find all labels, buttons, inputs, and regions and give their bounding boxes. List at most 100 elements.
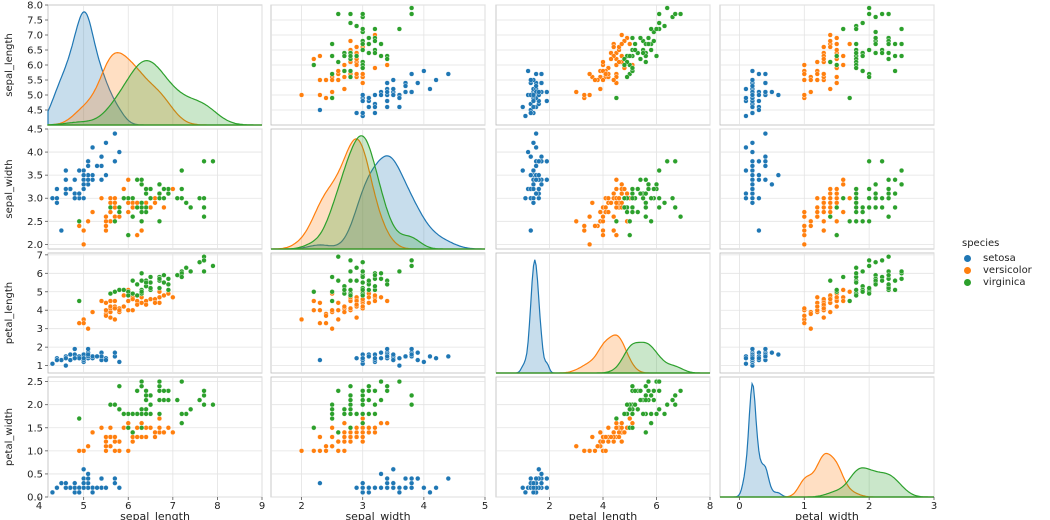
point-versicolor <box>603 71 609 77</box>
point-versicolor <box>834 191 840 197</box>
point-virginica <box>174 195 180 201</box>
point-setosa <box>749 77 756 83</box>
point-setosa <box>445 475 451 482</box>
point-versicolor <box>103 434 109 440</box>
point-setosa <box>528 172 534 178</box>
point-setosa <box>390 86 396 92</box>
point-setosa <box>530 195 537 201</box>
point-setosa <box>384 89 390 95</box>
point-versicolor <box>107 443 114 449</box>
point-setosa <box>396 355 403 361</box>
point-setosa <box>372 104 378 110</box>
point-virginica <box>347 425 354 431</box>
point-versicolor <box>323 77 329 83</box>
point-virginica <box>201 214 207 220</box>
point-setosa <box>749 110 756 116</box>
point-versicolor <box>573 218 579 224</box>
point-virginica <box>125 411 131 417</box>
panel-petal_width-vs-petal_length <box>495 376 711 498</box>
point-versicolor <box>112 305 118 311</box>
point-versicolor <box>103 439 109 445</box>
point-versicolor <box>619 41 625 47</box>
point-setosa <box>49 195 56 201</box>
point-versicolor <box>170 294 176 300</box>
point-virginica <box>629 186 636 192</box>
point-setosa <box>378 92 384 98</box>
point-versicolor <box>847 195 853 201</box>
point-setosa <box>762 353 768 359</box>
point-virginica <box>196 259 203 265</box>
point-virginica <box>147 186 154 192</box>
panel-sepal_width-vs-sepal_length <box>47 128 263 250</box>
point-virginica <box>165 397 171 403</box>
point-versicolor <box>834 80 840 86</box>
point-virginica <box>347 411 354 417</box>
point-virginica <box>341 411 347 417</box>
point-virginica <box>873 50 879 56</box>
point-virginica <box>112 289 118 295</box>
point-setosa <box>536 466 542 472</box>
point-virginica <box>853 218 859 224</box>
point-setosa <box>538 154 545 160</box>
point-virginica <box>648 47 654 53</box>
point-setosa <box>762 163 768 169</box>
point-virginica <box>886 50 892 56</box>
point-virginica <box>834 204 840 211</box>
point-versicolor <box>107 218 114 224</box>
point-virginica <box>378 379 384 385</box>
point-virginica <box>143 209 149 215</box>
point-versicolor <box>827 38 833 44</box>
point-versicolor <box>827 200 833 206</box>
point-setosa <box>756 107 762 113</box>
point-setosa <box>98 475 105 482</box>
point-virginica <box>335 388 341 394</box>
point-setosa <box>409 71 415 77</box>
point-virginica <box>860 68 866 74</box>
point-virginica <box>165 287 171 293</box>
point-versicolor <box>317 448 323 454</box>
xtick-label-sepal_length: 4 <box>36 501 42 512</box>
point-virginica <box>210 402 216 408</box>
point-versicolor <box>801 232 807 238</box>
point-virginica <box>409 257 415 263</box>
point-setosa <box>528 110 534 116</box>
point-versicolor <box>589 434 595 440</box>
point-setosa <box>769 181 775 187</box>
point-virginica <box>372 272 378 278</box>
point-versicolor <box>112 316 118 323</box>
point-virginica <box>134 281 140 287</box>
point-versicolor <box>329 434 335 440</box>
point-virginica <box>866 257 872 263</box>
point-virginica <box>860 53 866 59</box>
point-virginica <box>335 254 341 260</box>
point-versicolor <box>360 429 366 435</box>
point-virginica <box>183 411 189 417</box>
point-setosa <box>544 475 550 482</box>
point-setosa <box>317 480 323 486</box>
point-versicolor <box>76 320 82 326</box>
point-virginica <box>651 397 657 403</box>
point-setosa <box>89 353 96 359</box>
point-versicolor <box>801 214 807 220</box>
point-versicolor <box>834 200 840 206</box>
point-versicolor <box>384 62 390 68</box>
point-virginica <box>656 379 662 385</box>
point-virginica <box>624 209 630 215</box>
xtick-label-sepal_width: 5 <box>482 501 488 512</box>
panel-sepal_length-vs-petal_length <box>495 4 711 126</box>
point-setosa <box>402 485 409 491</box>
point-setosa <box>743 86 749 92</box>
point-virginica <box>130 429 136 435</box>
point-virginica <box>613 95 619 101</box>
point-virginica <box>853 195 859 201</box>
point-versicolor <box>801 92 807 98</box>
point-versicolor <box>619 181 625 187</box>
point-setosa <box>103 140 109 146</box>
point-virginica <box>651 388 657 394</box>
panel-sepal_length-vs-petal_width <box>719 4 935 126</box>
point-versicolor <box>125 307 131 313</box>
point-setosa <box>530 200 537 206</box>
point-virginica <box>329 402 335 408</box>
point-virginica <box>624 74 630 80</box>
point-versicolor <box>335 77 341 83</box>
